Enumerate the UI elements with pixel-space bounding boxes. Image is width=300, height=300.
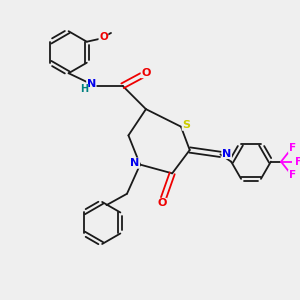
Text: F: F [289,170,296,180]
Text: F: F [289,143,296,153]
Text: H: H [80,84,88,94]
Text: F: F [295,157,300,167]
Text: N: N [87,79,96,89]
Text: N: N [222,148,231,158]
Text: S: S [182,120,190,130]
Text: O: O [141,68,151,78]
Text: N: N [130,158,140,168]
Text: O: O [157,198,167,208]
Text: O: O [99,32,108,42]
